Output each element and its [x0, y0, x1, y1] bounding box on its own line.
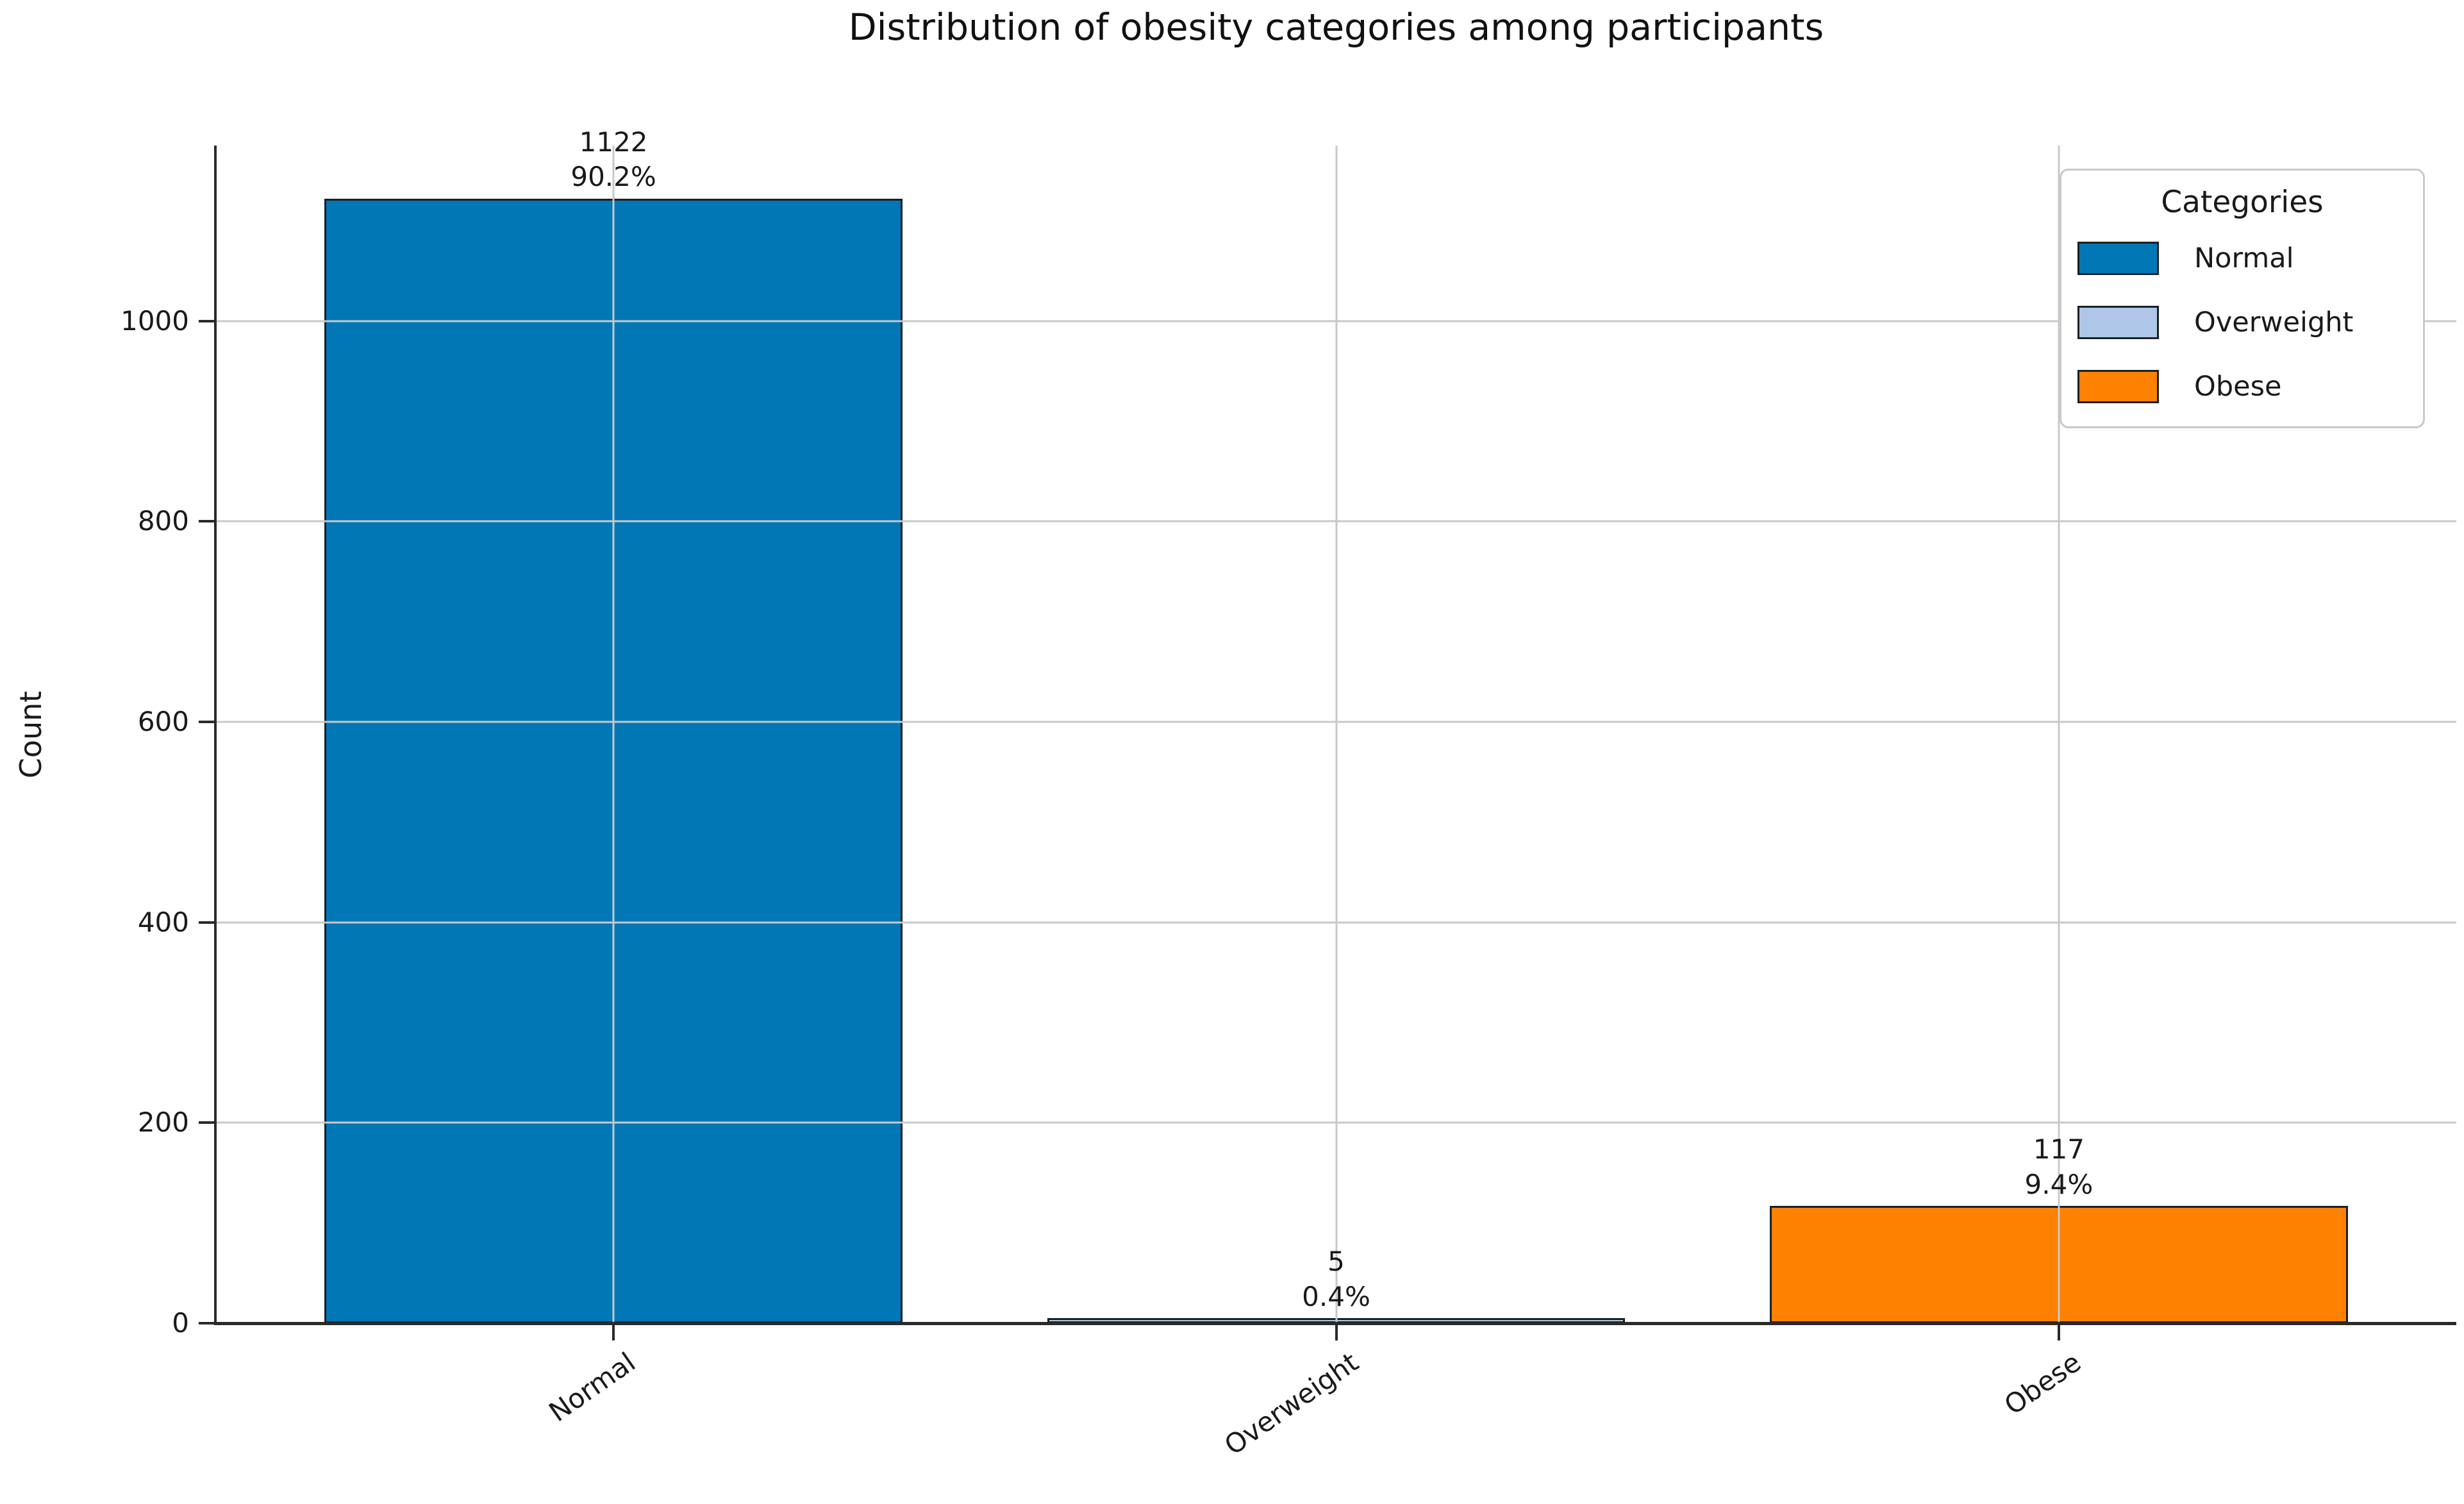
- legend-row-normal: Normal: [2077, 226, 2407, 290]
- x-tick-normal: [612, 1323, 615, 1341]
- y-tick-label-800: 800: [137, 505, 189, 537]
- legend-title: Categories: [2161, 185, 2324, 220]
- y-tick-200: [199, 1121, 216, 1124]
- v-gridline-overweight: [1335, 146, 1337, 1323]
- legend-row-obese: Obese: [2077, 355, 2407, 419]
- chart-title: Distribution of obesity categories among…: [848, 6, 1824, 49]
- x-axis-spine: [214, 1322, 2456, 1325]
- y-tick-label-1000: 1000: [121, 305, 189, 337]
- bar-percent-obese: 9.4%: [2024, 1168, 2094, 1200]
- bar-count-normal: 1122: [579, 126, 648, 158]
- x-tick-label-overweight: Overweight: [1218, 1346, 1364, 1462]
- bar-count-obese: 117: [2033, 1133, 2085, 1165]
- legend: Categories Normal Overweight Obese: [2060, 169, 2425, 428]
- y-tick-label-0: 0: [172, 1307, 189, 1339]
- y-tick-1000: [199, 319, 216, 322]
- v-gridline-normal: [612, 146, 615, 1323]
- legend-label-normal: Normal: [2194, 242, 2294, 274]
- y-tick-label-600: 600: [137, 705, 189, 737]
- y-tick-label-200: 200: [137, 1107, 189, 1139]
- v-gridline-obese: [2058, 146, 2060, 1323]
- bar-label-obese: 117 9.4%: [2025, 1132, 2094, 1202]
- legend-label-obese: Obese: [2194, 371, 2282, 403]
- y-axis-label: Count: [13, 690, 48, 779]
- bar-label-overweight: 5 0.4%: [1302, 1244, 1370, 1314]
- legend-swatch-normal: [2077, 242, 2159, 275]
- y-tick-0: [199, 1322, 216, 1324]
- x-tick-label-obese: Obese: [1998, 1346, 2087, 1421]
- y-tick-400: [199, 921, 216, 924]
- bar-label-normal: 1122 90.2%: [570, 125, 656, 195]
- bar-percent-normal: 90.2%: [570, 161, 656, 193]
- legend-entries: Normal Overweight Obese: [2077, 226, 2407, 419]
- y-tick-label-400: 400: [137, 906, 189, 938]
- y-tick-600: [199, 720, 216, 723]
- x-tick-overweight: [1335, 1323, 1338, 1341]
- x-tick-obese: [2057, 1323, 2060, 1341]
- legend-swatch-obese: [2077, 370, 2159, 403]
- bar-percent-overweight: 0.4%: [1302, 1280, 1370, 1312]
- legend-swatch-overweight: [2077, 306, 2159, 339]
- y-tick-800: [199, 520, 216, 523]
- x-tick-label-normal: Normal: [543, 1346, 642, 1428]
- legend-row-overweight: Overweight: [2077, 290, 2407, 355]
- legend-label-overweight: Overweight: [2194, 306, 2354, 338]
- y-axis-spine: [214, 146, 217, 1325]
- plot-area: 1122 90.2% 5 0.4% 117 9.4%: [216, 126, 2456, 1323]
- bar-count-overweight: 5: [1328, 1246, 1345, 1277]
